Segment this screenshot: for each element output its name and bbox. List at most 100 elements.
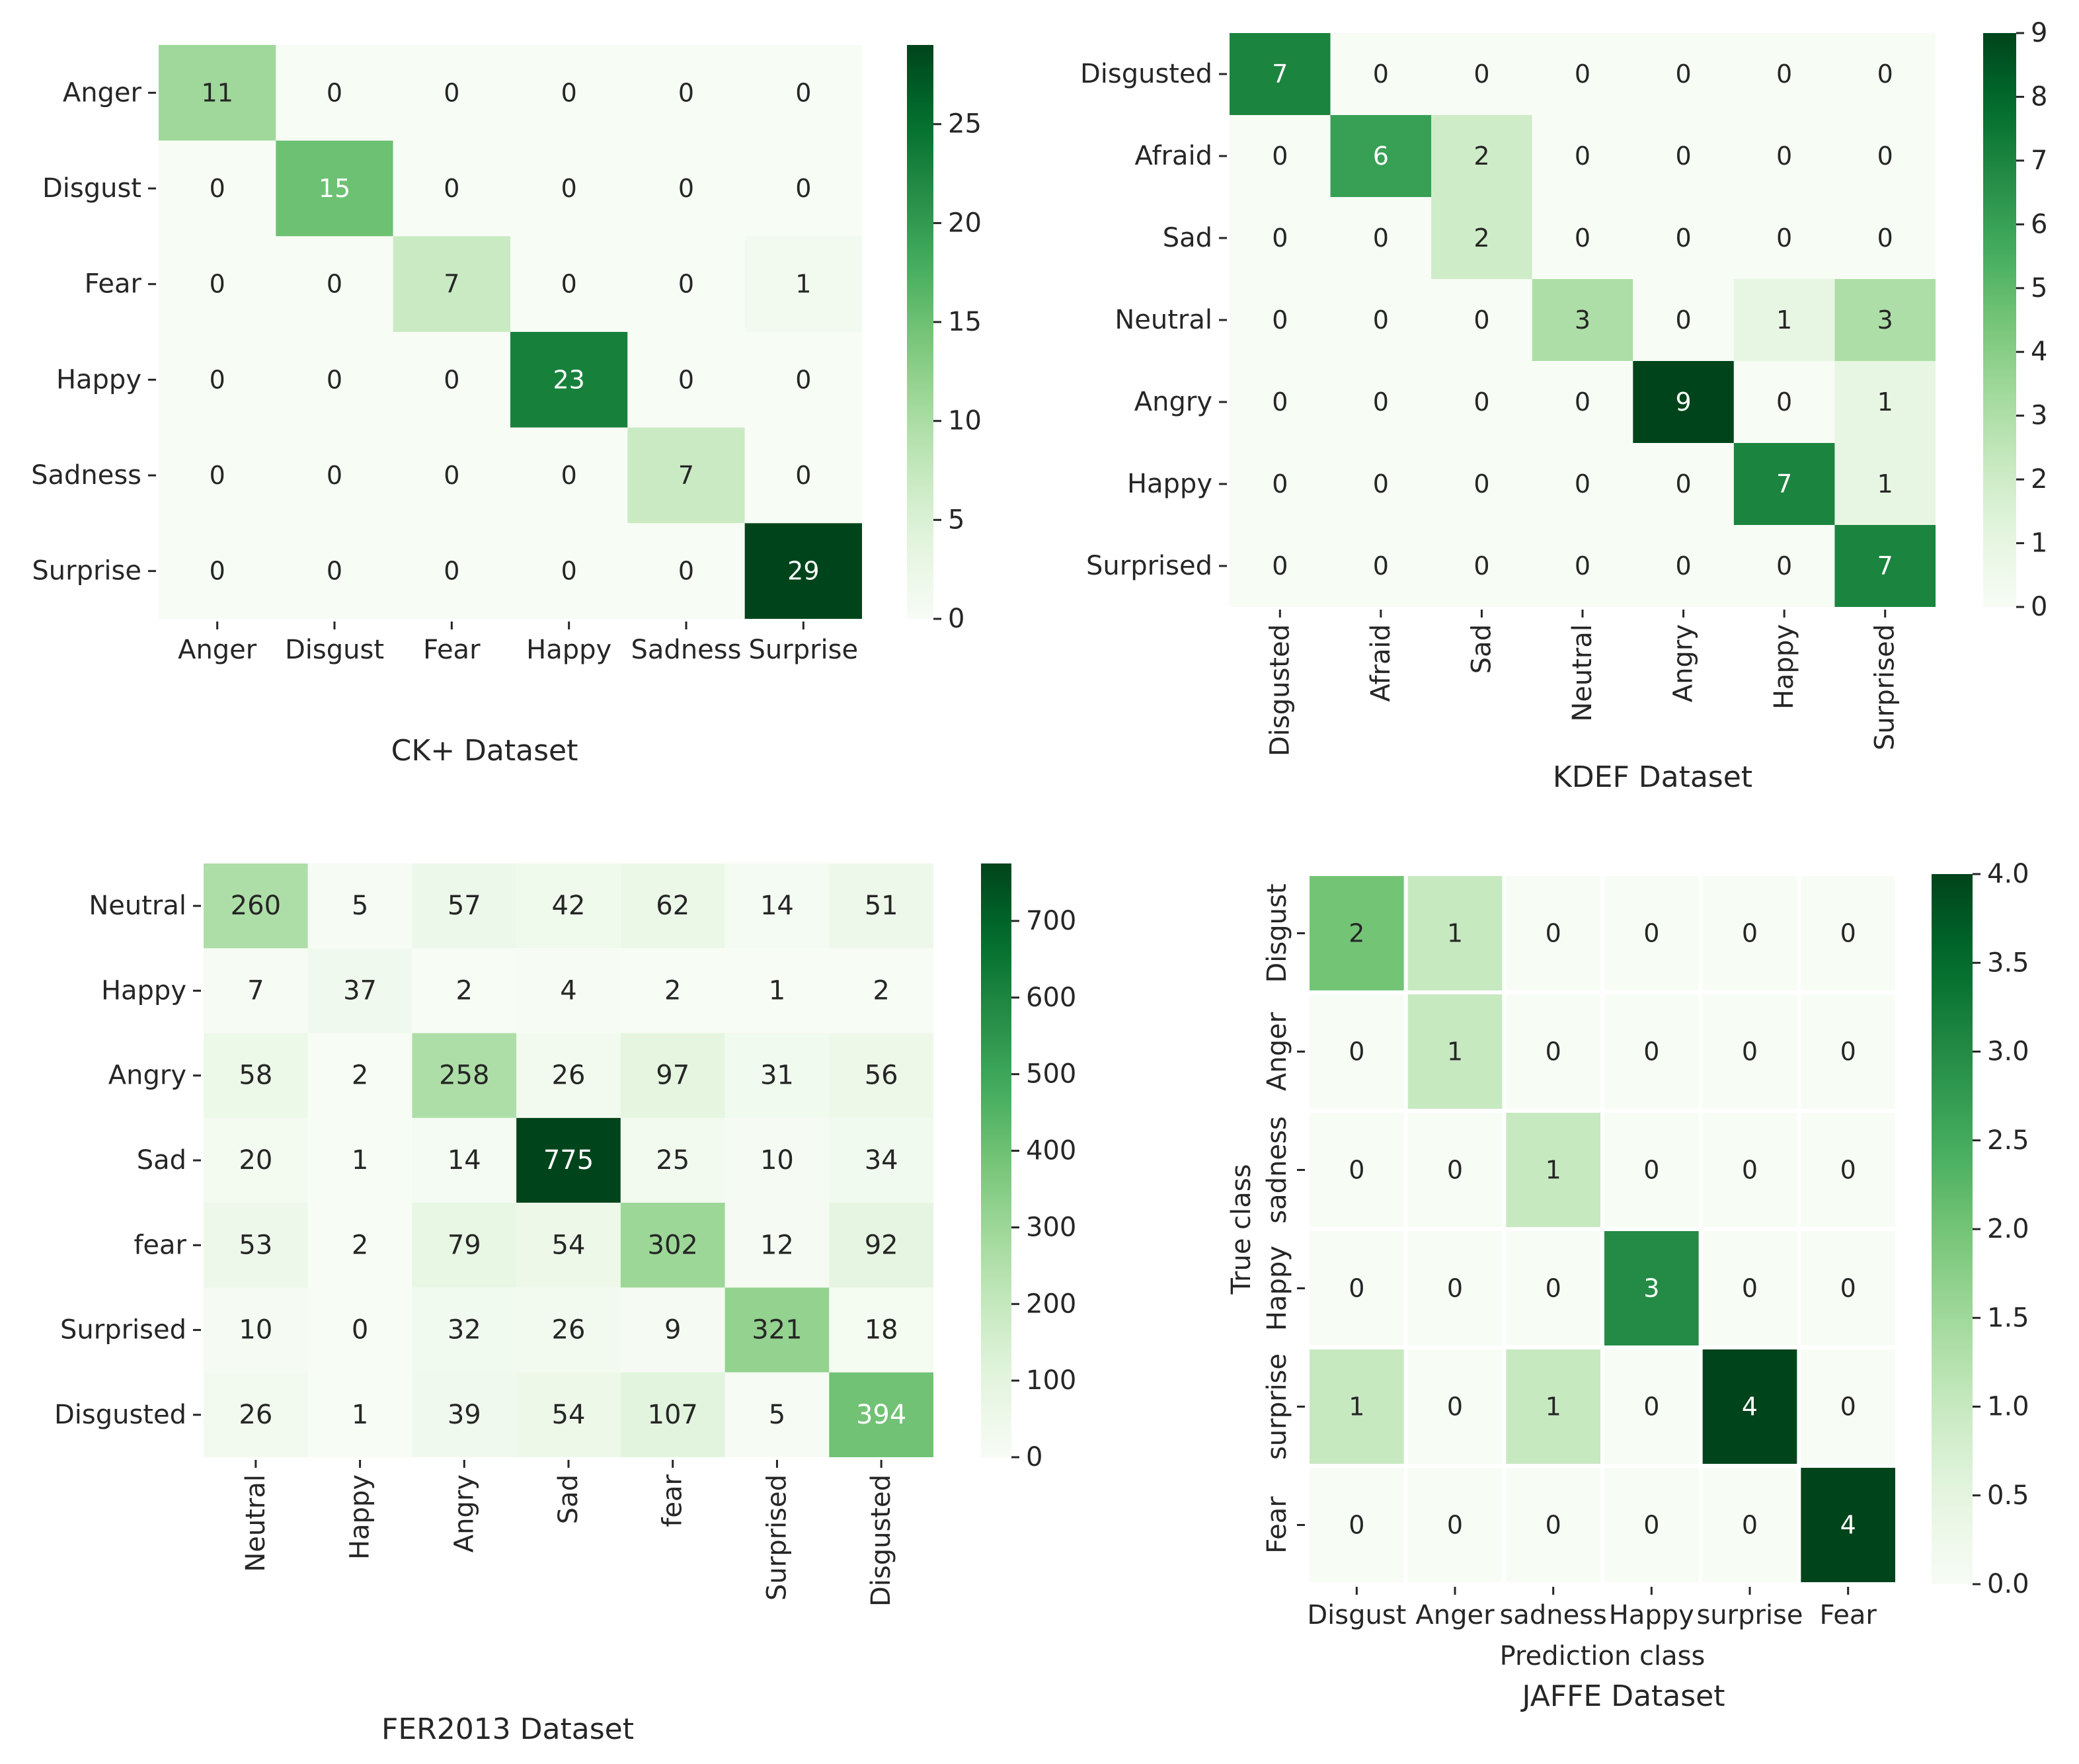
heatmap-cell [1431,33,1532,115]
cell-value-label: 0 [1473,469,1489,499]
cell-value-label: 0 [1643,1156,1659,1185]
heatmap-cell [1330,115,1432,197]
y-tick-label: Disgust [1262,883,1292,982]
heatmap-cell [627,427,745,524]
cell-value-label: 37 [343,975,377,1006]
x-tick-label: Surprise [749,635,859,665]
heatmap-cell [1310,1468,1404,1582]
cell-value-label: 1 [1447,919,1463,948]
cell-value-label: 1 [352,1400,368,1430]
cell-value-label: 2 [1473,223,1489,253]
y-tick-label: Disgusted [54,1400,186,1430]
cell-value-label: 0 [1546,919,1561,948]
cell-value-label: 0 [1272,305,1288,335]
x-axis-label: Prediction class [1500,1641,1706,1671]
cell-value-label: 20 [239,1145,272,1176]
heatmap-cell [1230,443,1331,525]
cell-value-label: 54 [552,1230,586,1260]
cell-value-label: 0 [1675,60,1691,89]
colorbar-tick-label: 5 [948,504,964,535]
heatmap-cell [1633,525,1734,607]
heatmap-cell [1330,197,1432,279]
colorbar-tick-label: 1.5 [1987,1303,2029,1333]
heatmap-cell [725,863,830,949]
cell-value-label: 0 [1643,1392,1659,1422]
cell-value-label: 9 [1675,387,1691,417]
heatmap-cell [1801,1468,1895,1582]
heatmap-cell [1834,279,1936,361]
x-tick-label: Disgust [285,635,384,665]
y-tick-label: Fear [1262,1496,1292,1554]
cell-value-label: 0 [1473,387,1489,417]
cell-value-label: 0 [1349,1511,1364,1540]
heatmap-cell [1310,876,1404,990]
heatmap-cell [159,140,276,237]
colorbar-tick-label: 15 [948,307,982,337]
colorbar-tick-label: 300 [1026,1212,1076,1242]
heatmap-cell [412,1033,517,1118]
cell-value-label: 12 [760,1230,794,1260]
cell-value-label: 258 [439,1061,489,1091]
dataset-caption: CK+ Dataset [391,734,578,768]
cell-value-label: 31 [760,1061,794,1091]
heatmap-cell [1407,876,1503,990]
cell-value-label: 0 [1675,141,1691,171]
cell-value-label: 260 [231,891,281,921]
heatmap-cell [1733,197,1835,279]
cell-value-label: 0 [444,78,459,107]
cell-value-label: 0 [561,461,577,490]
cell-value-label: 23 [553,365,584,394]
heatmap-cell [276,140,393,237]
y-tick-label: Happy [1262,1246,1292,1331]
heatmap-cell [307,1033,412,1118]
heatmap-cell [829,863,933,949]
cell-value-label: 0 [210,365,225,394]
cell-value-label: 302 [648,1230,698,1260]
cell-value-label: 1 [1447,1037,1463,1066]
y-tick-label: Sad [1163,223,1212,253]
heatmap-cell [744,236,862,332]
cell-value-label: 0 [210,461,225,490]
colorbar [907,45,933,619]
heatmap-cell [620,863,725,949]
heatmap-cell [159,332,276,428]
cell-value-label: 0 [1742,919,1758,948]
heatmap-cell [744,140,862,237]
heatmap-cell [1702,876,1797,990]
heatmap-cell [1506,1349,1600,1464]
heatmap-cell [204,1287,308,1373]
heatmap-panel-4: 2 1 0 0 0 0 0 1 0 0 0 0 0 0 1 0 0 0 0 0 0 3 0 0 1 0 1 0 4 0 0 0 0 0 0 4 Disg… [1226,859,2029,1713]
x-tick-label: Fear [1819,1600,1877,1630]
cell-value-label: 0 [1840,1274,1856,1303]
heatmap-cell [1506,1231,1600,1345]
y-axis-label: True class [1226,1164,1257,1295]
cell-value-label: 3 [1877,305,1893,335]
heatmap-cell [1834,33,1936,115]
heatmap-cell [1834,525,1936,607]
y-tick-label: Surprised [60,1315,186,1345]
cell-value-label: 0 [1776,60,1792,89]
cell-value-label: 5 [352,891,368,921]
colorbar-tick-label: 400 [1026,1136,1076,1166]
heatmap-cell [276,45,393,141]
heatmap-cell [412,1117,517,1203]
heatmap-cell [1431,443,1532,525]
colorbar-tick-label: 0 [2031,592,2047,622]
heatmap-cell [276,427,393,524]
heatmap-cell [159,427,276,524]
cell-value-label: 0 [1373,60,1389,89]
cell-value-label: 0 [1373,305,1389,335]
heatmap-cell [1633,197,1734,279]
cell-value-label: 1 [1349,1392,1364,1422]
heatmap-cell [744,45,862,141]
heatmap-cell [1407,1231,1503,1345]
heatmap-cell [627,236,745,332]
x-tick-label: Happy [1769,624,1799,709]
heatmap-cell [1633,33,1734,115]
cell-value-label: 34 [865,1145,898,1176]
colorbar-tick-label: 500 [1026,1059,1076,1090]
heatmap-cell [1431,279,1532,361]
heatmap-cell [1604,994,1699,1109]
colorbar-tick-label: 5 [2031,273,2047,303]
